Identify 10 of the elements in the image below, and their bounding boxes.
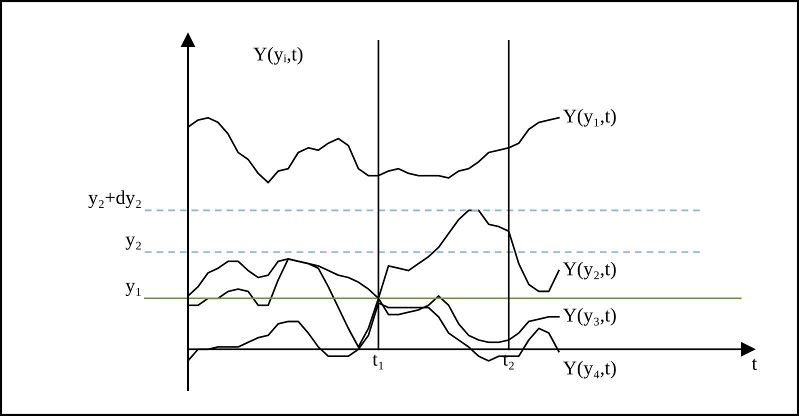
ref-line-label: y₂+dy₂ xyxy=(88,190,141,208)
text: t xyxy=(752,358,757,370)
ref-line-label: y₂ xyxy=(126,236,141,250)
series-label: Y(y₃,t) xyxy=(563,308,616,326)
y-axis-title: Y(yᵢ,t) xyxy=(253,46,302,65)
ref-line-label: y₁ xyxy=(126,282,141,296)
series-label: Y(y₂,t) xyxy=(563,262,616,280)
x-tick-label: t₁ xyxy=(372,354,384,370)
series-label: Y(y₄,t) xyxy=(563,360,616,379)
series-label: Y(y₁,t) xyxy=(563,108,616,127)
